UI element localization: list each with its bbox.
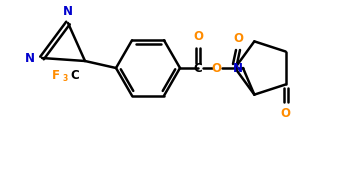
Text: C: C	[194, 62, 202, 74]
Text: N: N	[63, 5, 73, 18]
Text: O: O	[281, 108, 291, 121]
Text: F: F	[52, 69, 60, 82]
Text: C: C	[70, 69, 79, 82]
Text: N: N	[25, 52, 35, 65]
Text: O: O	[211, 62, 221, 74]
Text: O: O	[233, 32, 243, 45]
Text: O: O	[193, 30, 203, 43]
Text: N: N	[233, 62, 243, 74]
Text: 3: 3	[63, 74, 68, 83]
